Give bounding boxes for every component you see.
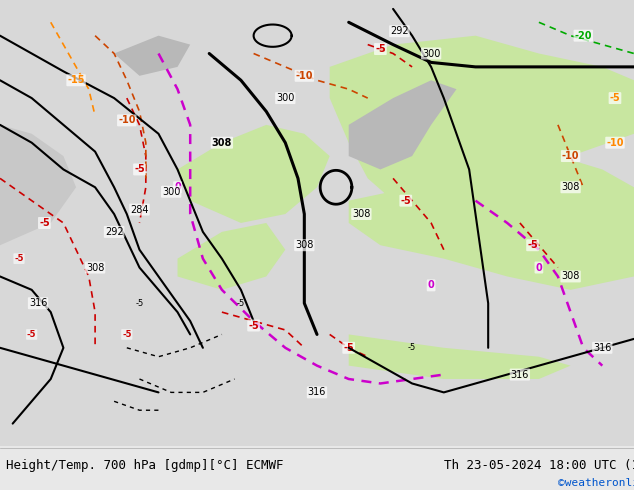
Text: 308: 308 xyxy=(295,240,313,250)
Text: 284: 284 xyxy=(130,204,149,215)
Text: 308: 308 xyxy=(212,138,232,147)
Text: 308: 308 xyxy=(86,263,104,272)
Text: ©weatheronline.co.uk: ©weatheronline.co.uk xyxy=(558,478,634,488)
Polygon shape xyxy=(0,334,634,446)
Text: -10: -10 xyxy=(562,151,579,161)
Text: 0: 0 xyxy=(536,263,542,272)
Text: 308: 308 xyxy=(562,182,579,192)
Text: -5: -5 xyxy=(122,330,131,339)
Text: -10: -10 xyxy=(606,138,624,147)
Polygon shape xyxy=(349,80,456,170)
Text: Th 23-05-2024 18:00 UTC (12+06): Th 23-05-2024 18:00 UTC (12+06) xyxy=(444,459,634,472)
Text: -5: -5 xyxy=(527,240,538,250)
Text: 292: 292 xyxy=(105,227,124,237)
Text: 316: 316 xyxy=(511,369,529,380)
Text: -5: -5 xyxy=(408,343,417,352)
Text: -5: -5 xyxy=(610,93,620,103)
Polygon shape xyxy=(0,125,76,245)
Polygon shape xyxy=(114,36,190,76)
Polygon shape xyxy=(178,223,285,290)
Text: -5: -5 xyxy=(135,299,144,308)
Polygon shape xyxy=(330,36,634,201)
Polygon shape xyxy=(0,0,634,446)
Text: 300: 300 xyxy=(162,187,180,197)
Text: 316: 316 xyxy=(593,343,611,353)
Polygon shape xyxy=(349,156,634,290)
Polygon shape xyxy=(178,125,330,223)
Text: -5: -5 xyxy=(401,196,411,206)
Text: -15: -15 xyxy=(67,75,85,85)
Text: -5: -5 xyxy=(344,343,354,353)
Text: -10: -10 xyxy=(295,71,313,81)
Text: -5: -5 xyxy=(39,218,49,228)
Text: 316: 316 xyxy=(29,298,47,308)
Text: 300: 300 xyxy=(276,93,294,103)
Text: -5: -5 xyxy=(375,44,385,54)
Text: -10: -10 xyxy=(118,115,136,125)
Text: 308: 308 xyxy=(353,209,370,219)
Text: 0: 0 xyxy=(428,280,434,291)
Text: 292: 292 xyxy=(390,26,409,36)
Text: 308: 308 xyxy=(562,271,579,281)
Text: Height/Temp. 700 hPa [gdmp][°C] ECMWF: Height/Temp. 700 hPa [gdmp][°C] ECMWF xyxy=(6,459,284,472)
Polygon shape xyxy=(349,334,571,379)
Text: -5: -5 xyxy=(249,320,259,331)
Text: -5: -5 xyxy=(236,299,245,308)
Text: -5: -5 xyxy=(15,254,23,263)
Text: 316: 316 xyxy=(308,388,326,397)
Text: 300: 300 xyxy=(422,49,440,58)
Text: 0: 0 xyxy=(174,182,181,192)
Text: -20: -20 xyxy=(574,31,592,41)
Text: -5: -5 xyxy=(27,330,36,339)
Text: -5: -5 xyxy=(134,165,145,174)
